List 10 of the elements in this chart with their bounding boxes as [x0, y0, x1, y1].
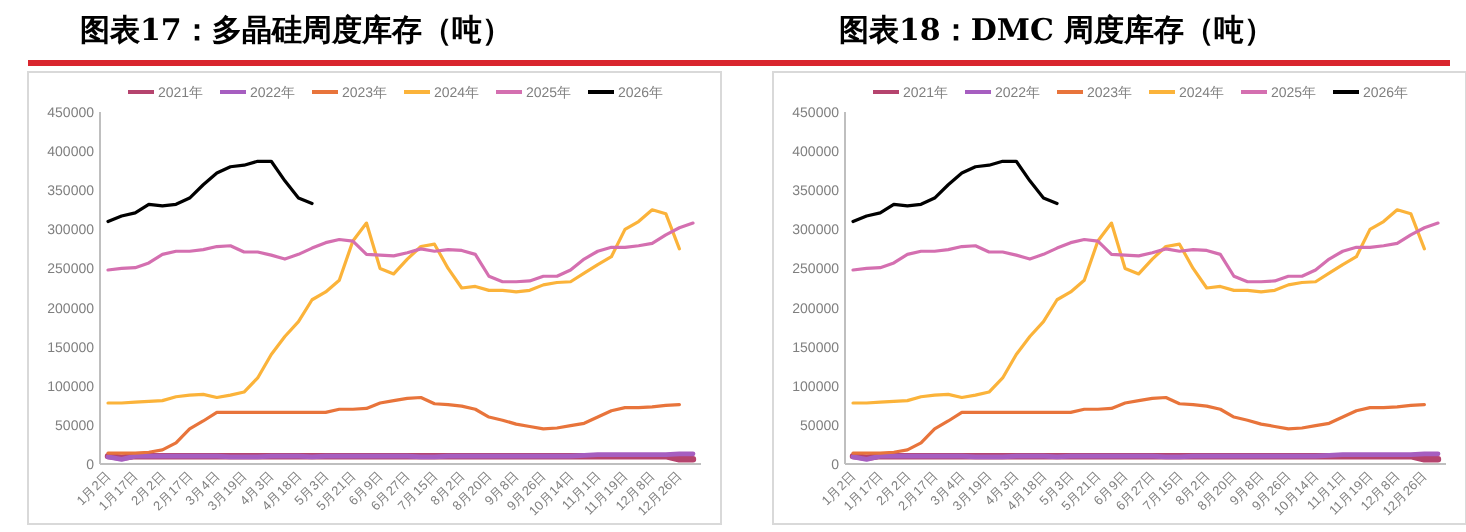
line-series	[106, 395, 681, 455]
line-series	[851, 208, 1426, 405]
line-series	[106, 208, 681, 405]
chart-title: 图表18：DMC 周度库存（吨）	[839, 12, 1275, 48]
line-series	[106, 159, 314, 224]
line-series	[851, 221, 1440, 284]
line-series	[106, 221, 695, 284]
line-series	[851, 159, 1059, 224]
line-series	[851, 395, 1426, 455]
chart-title: 图表17：多晶硅周度库存（吨）	[80, 12, 512, 48]
